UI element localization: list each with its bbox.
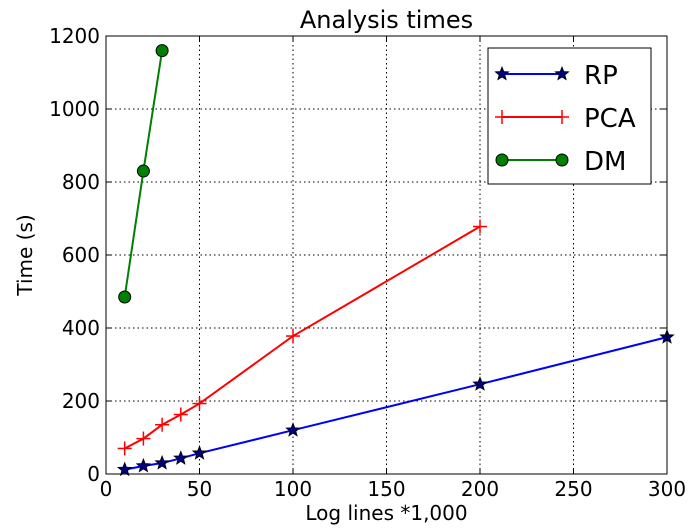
x-tick-label: 100 <box>274 477 312 501</box>
x-tick-label: 250 <box>554 477 592 501</box>
y-tick-label: 600 <box>62 243 100 267</box>
data-point-dm <box>118 290 132 304</box>
legend-marker <box>555 110 569 124</box>
x-tick-label: 150 <box>367 477 405 501</box>
data-point-pca <box>136 431 151 446</box>
x-axis-title: Log lines *1,000 <box>305 501 467 525</box>
y-tick-label: 1000 <box>49 97 100 121</box>
data-point-pca <box>173 407 188 422</box>
data-point-pca <box>473 219 487 234</box>
data-point-dm <box>136 164 150 178</box>
legend-marker <box>555 153 569 167</box>
y-tick-label: 0 <box>87 462 100 486</box>
legend-item-pca: PCA <box>495 104 636 134</box>
series-pca <box>117 219 487 456</box>
series-dm <box>118 44 169 304</box>
y-tick-label: 400 <box>62 316 100 340</box>
ticks: 0 50 100 150 200 250 300 0 200 400 600 800 1000 1200 <box>49 24 686 501</box>
legend-label: PCA <box>584 104 636 134</box>
legend-marker <box>554 65 570 81</box>
y-tick-label: 1200 <box>49 24 100 48</box>
y-tick-label: 800 <box>62 170 100 194</box>
data-point-pca <box>117 441 132 456</box>
legend-item-rp: RP <box>494 61 618 91</box>
legend-marker <box>495 153 509 167</box>
data-point-pca <box>286 329 300 344</box>
data-point-dm <box>155 44 169 58</box>
y-axis-title: Time (s) <box>13 214 37 296</box>
legend-label: RP <box>584 61 618 91</box>
data-point-rp <box>116 461 133 477</box>
chart-title: Analysis times <box>300 6 473 34</box>
x-tick-label: 0 <box>100 477 113 501</box>
data-point-rp <box>173 450 189 465</box>
x-tick-label: 300 <box>648 477 686 501</box>
data-point-rp <box>285 422 301 437</box>
x-tick-label: 50 <box>187 477 212 501</box>
data-point-pca <box>192 396 207 411</box>
legend-item-dm: DM <box>495 147 626 177</box>
data-point-rp <box>472 376 488 391</box>
x-tick-label: 200 <box>461 477 499 501</box>
legend-label: DM <box>584 147 626 177</box>
y-tick-label: 200 <box>62 389 100 413</box>
data-point-pca <box>155 417 170 432</box>
data-point-rp <box>135 457 152 473</box>
legend-marker <box>494 65 510 81</box>
legend-marker <box>495 110 509 124</box>
data-point-rp <box>191 445 208 460</box>
data-point-rp <box>154 454 170 470</box>
legend: RP PCA DM <box>487 47 652 185</box>
